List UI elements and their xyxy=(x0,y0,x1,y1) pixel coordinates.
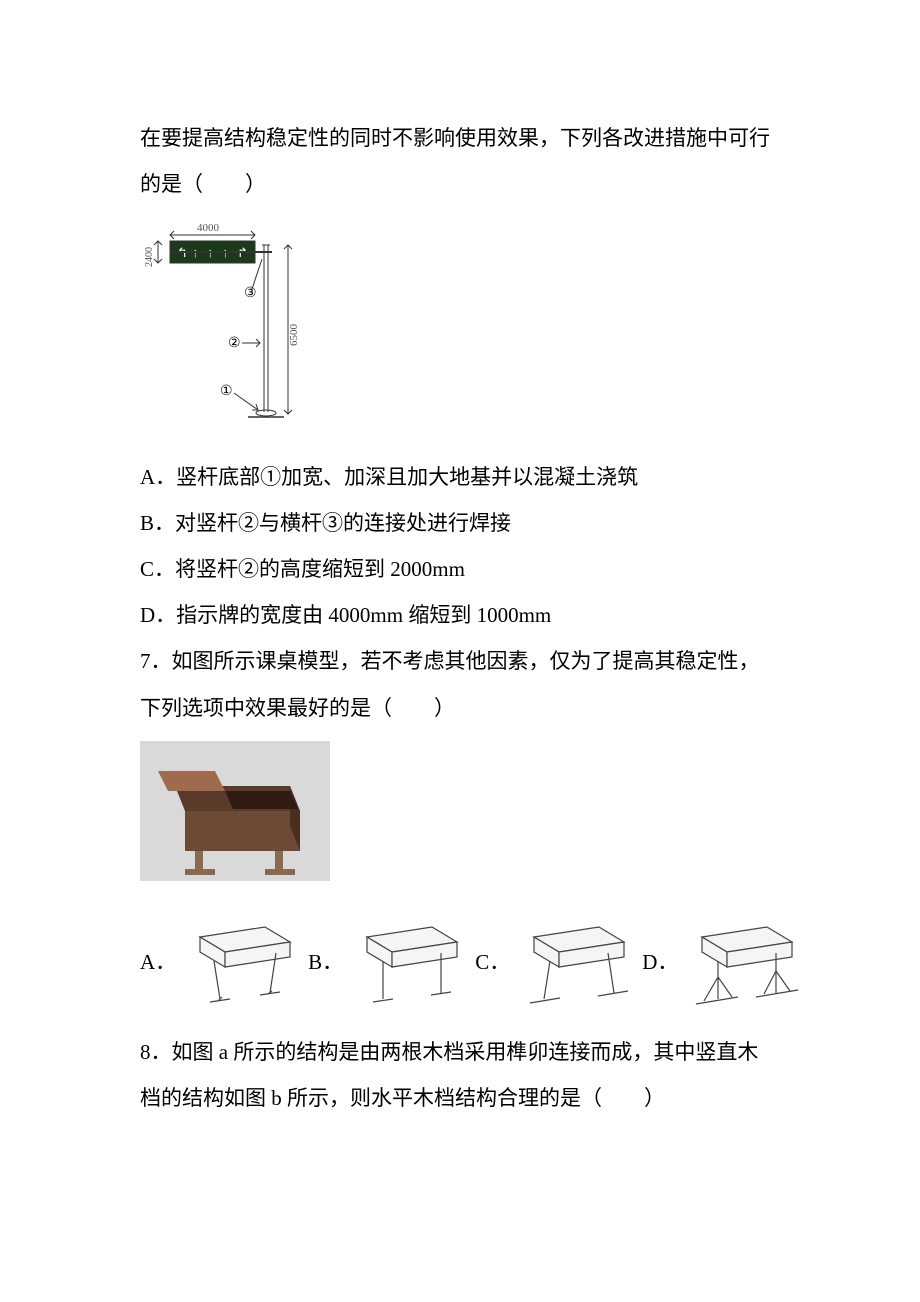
q7-label-b: B． xyxy=(308,939,343,985)
q6-option-a: A．竖杆底部①加宽、加深且加大地基并以混凝土浇筑 xyxy=(140,454,800,500)
q6-figure: 4000 ↰ ↑ ↑ ↑ ↱ 2400 6 xyxy=(140,217,800,443)
q7-desk-a xyxy=(180,907,300,1017)
q7-option-c: C． xyxy=(475,907,634,1017)
q6-svg: 4000 ↰ ↑ ↑ ↑ ↱ 2400 6 xyxy=(140,217,320,427)
q6-option-b: B．对竖杆②与横杆③的连接处进行焊接 xyxy=(140,500,800,546)
q6-signh-label: 2400 xyxy=(144,247,155,267)
q7-photo xyxy=(140,741,800,897)
q7-desk-d xyxy=(682,907,802,1017)
q6-stem-line1: 在要提高结构稳定性的同时不影响使用效果，下列各改进措施中可行 xyxy=(140,115,800,161)
q6-option-c: C．将竖杆②的高度缩短到 2000mm xyxy=(140,546,800,592)
q6-circled-1: ① xyxy=(220,384,233,399)
q7-stem-line2: 下列选项中效果最好的是（ ） xyxy=(140,685,800,731)
q7-label-c: C． xyxy=(475,939,510,985)
q7-desk-c xyxy=(514,907,634,1017)
q7-desk-b xyxy=(347,907,467,1017)
q6-poleh-label: 6500 xyxy=(288,324,300,347)
q8-stem-line1: 8．如图 a 所示的结构是由两根木档采用榫卯连接而成，其中竖直木 xyxy=(140,1029,800,1075)
q7-option-b: B． xyxy=(308,907,467,1017)
q6-stem-line2: 的是（ ） xyxy=(140,161,800,207)
q6-option-d: D．指示牌的宽度由 4000mm 缩短到 1000mm xyxy=(140,592,800,638)
q8-stem-line2: 档的结构如图 b 所示，则水平木档结构合理的是（ ） xyxy=(140,1075,800,1121)
q6-circled-3: ③ xyxy=(244,286,257,301)
q7-option-a: A． xyxy=(140,907,300,1017)
q7-stem-line1: 7．如图所示课桌模型，若不考虑其他因素，仅为了提高其稳定性， xyxy=(140,638,800,684)
q6-width-label: 4000 xyxy=(197,222,220,234)
q7-option-d: D． xyxy=(642,907,802,1017)
q7-photo-svg xyxy=(140,741,330,881)
q7-label-a: A． xyxy=(140,939,176,985)
q7-options-row: A． B． xyxy=(140,907,800,1017)
q7-label-d: D． xyxy=(642,939,678,985)
document-page: 在要提高结构稳定性的同时不影响使用效果，下列各改进措施中可行 的是（ ） 400… xyxy=(0,0,920,1302)
q6-circled-2: ② xyxy=(228,336,241,351)
